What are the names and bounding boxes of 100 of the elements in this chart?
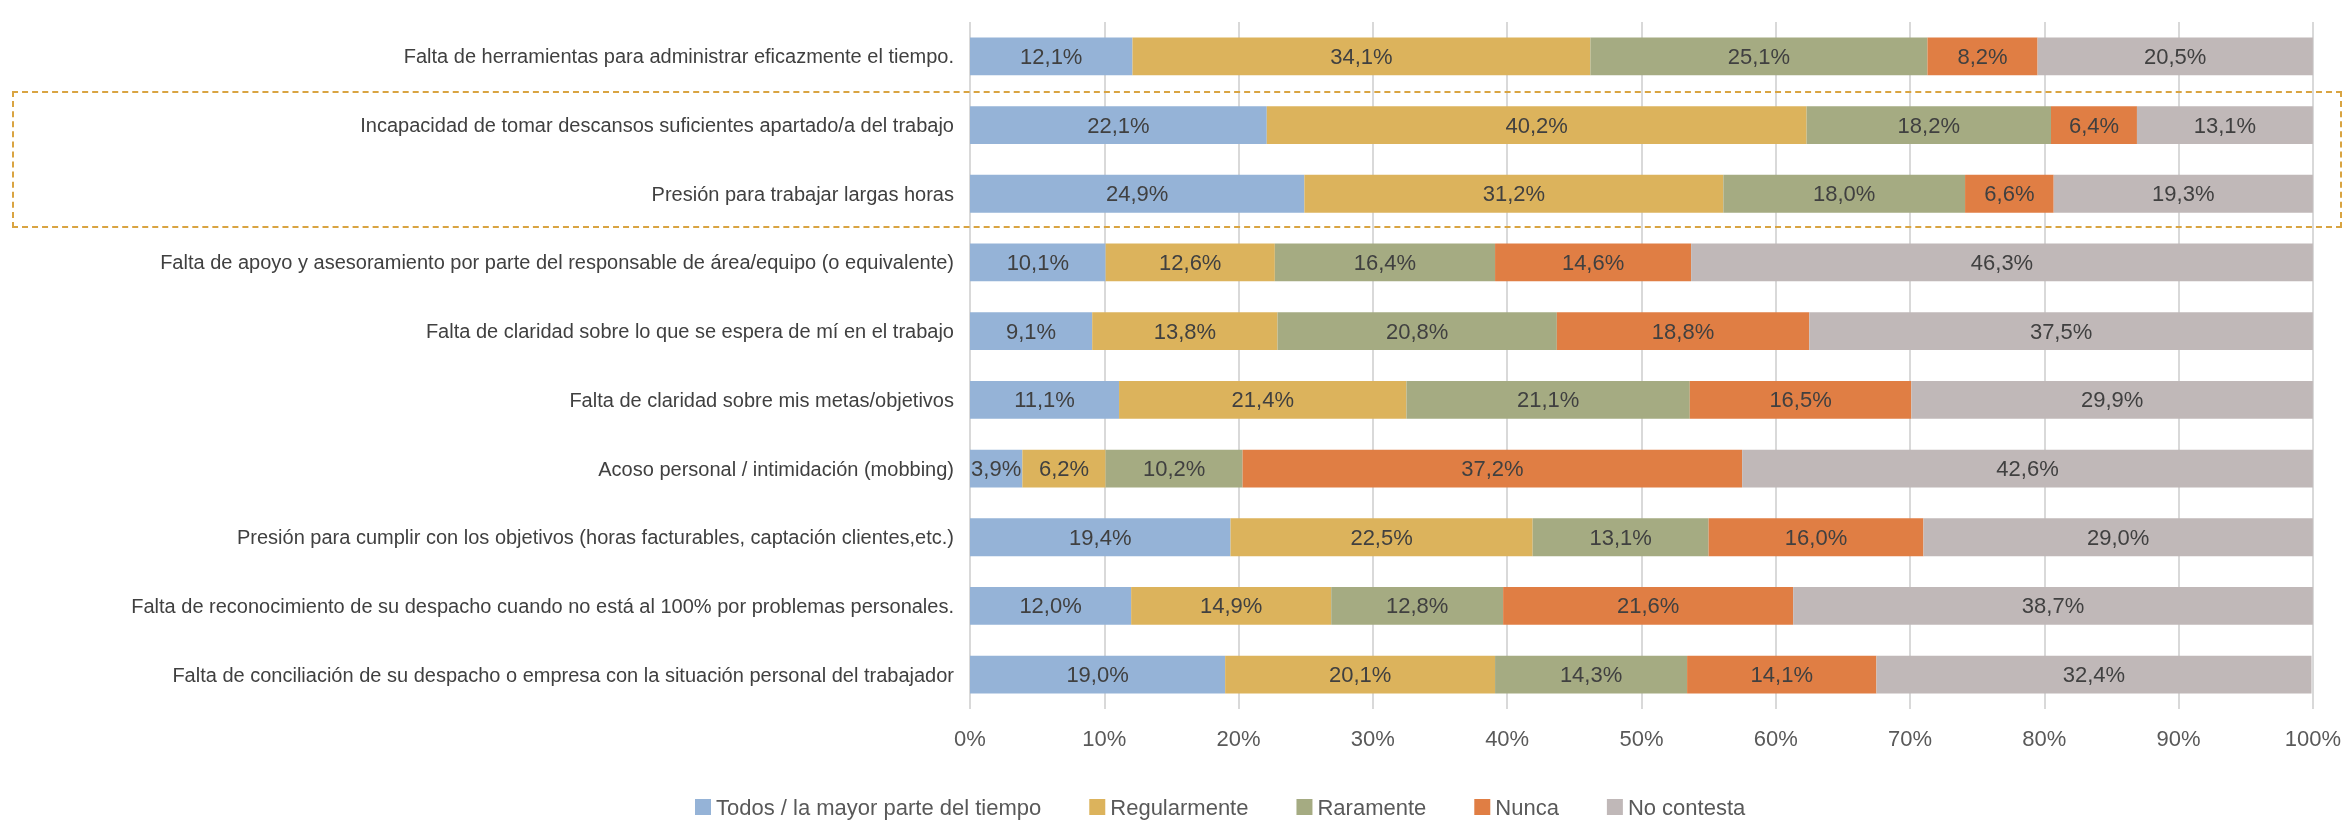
data-label: 10,1% [1006,249,1070,275]
bar [1277,312,1557,351]
bar [970,518,1231,557]
data-label: 20,8% [1385,318,1449,344]
data-label: 12,0% [1019,593,1082,619]
data-label: 25,1% [1727,43,1791,69]
bar [970,174,1305,213]
bar [1876,655,2312,694]
bar [1092,312,1278,351]
x-tick-label: 0% [954,725,986,751]
data-label: 34,1% [1330,43,1393,69]
legend-label: Todos / la mayor parte del tiempo [716,794,1042,820]
bar [1742,449,2313,488]
data-label: 37,2% [1461,456,1524,482]
bar [1911,380,2313,419]
data-label: 19,3% [2152,181,2215,207]
bar [970,37,1133,76]
bar [1230,518,1533,557]
bar [1809,312,2313,351]
data-label: 12,6% [1159,249,1222,275]
data-label: 14,9% [1199,593,1263,619]
data-label: 3,9% [971,456,1022,482]
bar [1331,587,1504,625]
y-tick-label: Falta de conciliación de su despacho o empresa con la situación personal del trabajador [172,663,955,686]
legend-label: No contesta [1627,794,1747,820]
bar [1590,37,1928,76]
bar [1242,449,1743,488]
bar [1691,243,2313,282]
data-label: 32,4% [2062,662,2126,688]
bar [1532,518,1709,557]
y-tick-label: Falta de herramientas para administrar eficazmente el tiempo. [403,45,954,68]
x-tick-label: 70% [1887,725,1933,751]
bar [1105,243,1275,282]
bar [1723,174,1966,213]
data-label: 19,0% [1066,662,1129,688]
y-tick-label: Falta de reconocimiento de su despacho cuando no está al 100% por problemas personales. [131,594,954,617]
y-tick-label: Falta de apoyo y asesoramiento por parte del responsable de área/equipo (o equivalente) [160,251,954,274]
data-label: 16,4% [1353,249,1417,275]
bar [1495,243,1692,282]
data-label: 29,0% [2086,524,2150,550]
data-label: 29,9% [2080,387,2144,413]
bar [1927,37,2038,76]
data-label: 8,2% [1957,43,2008,69]
bar [2053,174,2313,213]
data-label: 14,6% [1561,249,1625,275]
bar [1131,587,1332,625]
y-tick-label: Falta de claridad sobre mis metas/objetivos [569,388,954,411]
bar [1225,655,1496,694]
data-label: 21,4% [1231,387,1294,413]
data-label: 13,1% [1589,524,1652,550]
y-tick-label: Incapacidad de tomar descansos suficientes apartado/a del trabajo [360,114,954,137]
data-label: 31,2% [1482,181,1546,207]
data-label: 6,2% [1038,456,1090,482]
data-label: 18,8% [1651,318,1715,344]
data-label: 12,1% [1020,43,1083,69]
bar [2136,106,2313,144]
bar [2037,37,2313,76]
x-tick-label: 60% [1753,725,1798,751]
bar [1793,587,2313,625]
x-tick-label: 30% [1350,725,1395,751]
data-label: 13,1% [2193,112,2257,138]
bar [1304,174,1724,213]
x-tick-label: 100% [2284,725,2342,751]
data-label: 6,4% [2068,112,2120,138]
data-label: 22,5% [1350,524,1413,550]
y-tick-label: Presión para cumplir con los objetivos (horas facturables, captación clientes,etc.) [236,526,954,549]
y-tick-label: Presión para trabajar largas horas [651,182,954,205]
data-label: 6,6% [1984,181,2035,207]
data-label: 14,3% [1559,662,1623,688]
x-tick-label: 80% [2022,725,2067,751]
data-label: 14,1% [1750,662,1813,688]
bar [1495,655,1688,694]
x-tick-label: 90% [2156,725,2201,751]
data-label: 21,6% [1616,593,1680,619]
bar [1119,380,1407,419]
y-tick-label: Acoso personal / intimidación (mobbing) [598,457,954,480]
data-label: 18,2% [1897,112,1960,138]
bar [970,243,1106,282]
data-label: 11,1% [1014,387,1075,413]
bar [1274,243,1496,282]
data-label: 24,9% [1105,181,1169,207]
y-tick-label: Falta de claridad sobre lo que se espera de mí en el trabajo [425,320,954,343]
data-label: 19,4% [1069,524,1132,550]
data-label: 16,0% [1784,524,1848,550]
bar [1503,587,1794,625]
bar [1132,37,1591,76]
data-label: 38,7% [2021,593,2085,619]
legend-label: Nunca [1495,794,1560,820]
x-tick-label: 20% [1216,725,1261,751]
legend-label: Raramente [1317,794,1427,820]
bar [970,312,1093,351]
data-label: 10,2% [1142,456,1206,482]
bar [1556,312,1810,351]
legend-label: Regularmente [1110,794,1249,820]
data-label: 37,5% [2029,318,2093,344]
bar [1687,655,1877,694]
bar [1806,106,2052,144]
data-label: 42,6% [1996,456,2059,482]
data-label: 12,8% [1385,593,1449,619]
data-label: 21,1% [1516,387,1580,413]
